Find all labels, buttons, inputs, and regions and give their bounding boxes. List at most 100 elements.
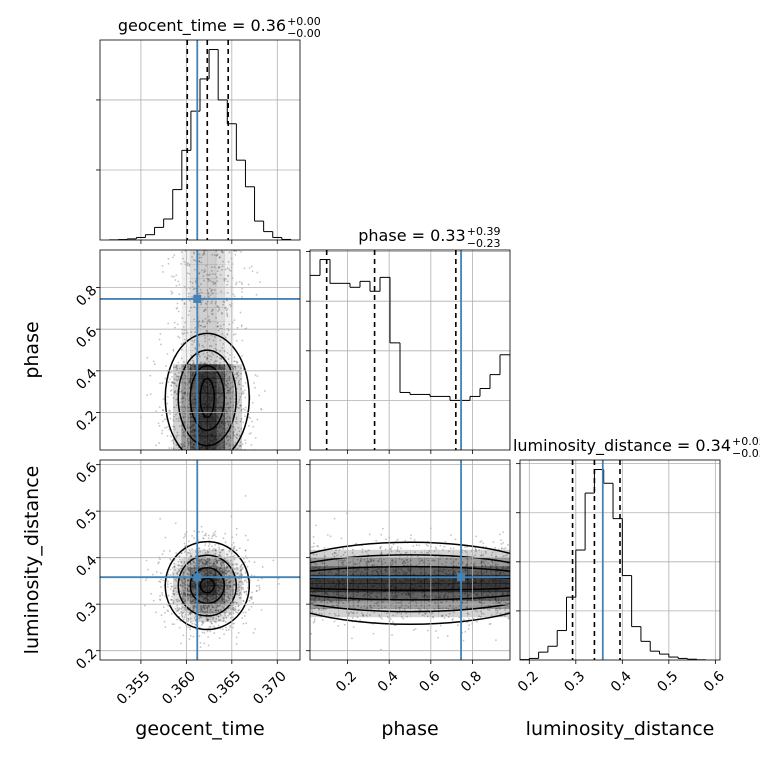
sample-point [183,577,185,580]
sample-point [203,310,205,313]
sample-point [220,311,223,314]
sample-point [207,551,210,554]
sample-point [200,303,202,306]
sample-point [498,607,501,609]
sample-point [180,424,183,427]
sample-point [240,427,243,430]
density-cell [215,407,225,422]
density-cell [224,250,234,265]
sample-point [224,306,227,309]
sample-point [255,590,258,592]
sample-point [225,572,228,575]
sample-point [441,607,444,610]
sample-point [190,574,193,576]
sample-point [227,261,230,263]
sample-point [229,616,232,619]
sample-point [183,392,186,395]
sample-point [228,371,231,373]
sample-point [187,371,190,374]
sample-point [412,600,415,603]
sample-point [226,567,228,570]
density-cell [198,350,208,365]
sample-point [217,610,220,613]
sample-point [175,404,178,407]
sample-point [216,559,218,562]
sample-point [214,609,217,612]
density-cell [190,307,200,322]
sample-point [239,445,242,448]
sample-point [179,579,182,582]
sample-point [234,333,237,335]
sample-point [348,612,351,615]
sample-point [164,536,167,539]
sample-point [406,561,409,564]
sample-point [176,367,178,370]
sample-point [200,361,202,364]
sample-point [229,269,232,272]
sample-point [227,562,230,564]
sample-point [203,325,206,328]
sample-point [218,559,221,562]
sample-point [221,312,223,315]
sample-point [183,560,186,563]
sample-point [447,615,450,618]
sample-point [159,517,162,520]
sample-point [171,275,173,278]
sample-point [357,605,359,607]
sample-point [180,642,182,645]
sample-point [169,390,172,392]
sample-point [191,548,194,550]
sample-point [238,597,241,599]
sample-point [162,579,165,582]
title-upper-error: +0.05 [732,435,760,448]
sample-point [188,426,191,429]
sample-point [256,418,259,421]
sample-point [216,566,219,569]
sample-point [181,616,184,618]
sample-point [214,282,216,285]
sample-point [218,266,221,269]
sample-point [188,292,190,295]
sample-point [207,618,210,621]
sample-point [164,611,166,614]
density-cell [198,576,208,587]
sample-point [368,604,371,607]
sample-point [216,562,219,564]
sample-point [194,331,197,333]
sample-point [188,594,190,596]
sample-point [182,416,185,418]
sample-point [242,588,245,591]
sample-point [250,265,253,268]
sample-point [171,598,173,601]
sample-point [239,311,242,314]
sample-point [209,321,211,324]
sample-point [184,435,187,438]
sample-point [204,337,207,339]
sample-point [178,283,181,286]
sample-point [410,534,412,537]
sample-point [198,272,201,274]
sample-point [183,329,186,331]
density-cell [224,549,234,560]
sample-point [226,333,229,335]
sample-point [170,290,173,293]
sample-point [180,343,183,345]
sample-point [338,600,340,603]
sample-point [236,590,239,593]
sample-point [232,608,235,611]
sample-point [236,326,239,329]
sample-point [318,609,321,611]
sample-point [219,350,222,353]
sample-point [232,626,234,629]
sample-point [255,590,258,592]
sample-point [237,631,240,634]
sample-point [189,613,192,616]
sample-point [260,609,263,611]
sample-point [232,601,235,604]
sample-point [166,396,169,398]
density-cell [190,421,200,437]
sample-point [218,554,221,557]
sample-point [187,604,190,607]
sample-point [224,356,227,359]
sample-point [506,553,508,556]
